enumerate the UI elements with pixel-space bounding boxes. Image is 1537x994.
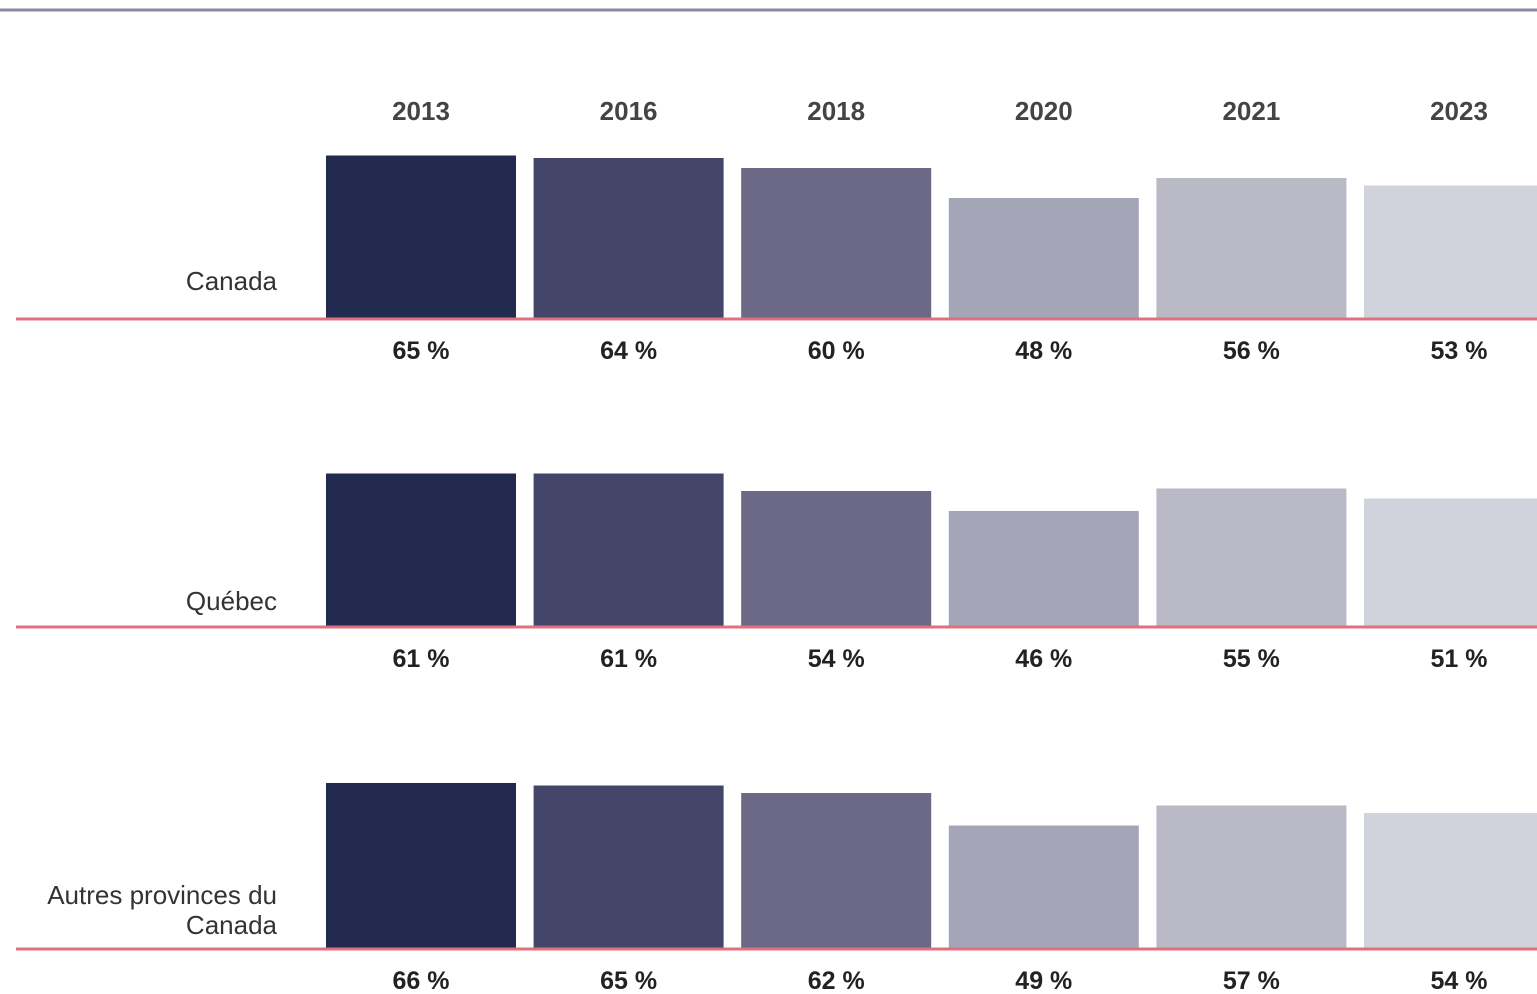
value-label: 51 % (1431, 645, 1488, 673)
bar (326, 155, 516, 318)
bar (741, 168, 932, 318)
value-label: 64 % (600, 337, 657, 365)
year-label: 2023 (1430, 96, 1488, 126)
bar (1364, 185, 1537, 318)
value-label: 53 % (1431, 337, 1488, 365)
bar (326, 473, 516, 626)
bar (533, 473, 724, 626)
value-label: 65 % (600, 967, 657, 994)
value-label: 54 % (1431, 967, 1488, 994)
value-label: 57 % (1223, 967, 1280, 994)
value-label: 60 % (808, 337, 865, 365)
bar (1156, 488, 1347, 626)
region-label: Autres provinces du Canada (47, 880, 277, 940)
value-label: 49 % (1015, 967, 1072, 994)
value-label: 56 % (1223, 337, 1280, 365)
value-label: 61 % (393, 645, 450, 673)
bar (326, 783, 516, 948)
bar (533, 785, 724, 948)
value-label: 54 % (808, 645, 865, 673)
year-label: 2020 (1015, 96, 1073, 126)
bar (1364, 498, 1537, 626)
value-label: 46 % (1015, 645, 1072, 673)
value-label: 61 % (600, 645, 657, 673)
bar (741, 491, 932, 626)
year-label: 2021 (1222, 96, 1280, 126)
year-label: 2018 (807, 96, 865, 126)
value-label: 65 % (393, 337, 450, 365)
region-label: Québec (185, 586, 277, 616)
bar (1156, 178, 1347, 318)
bar (948, 198, 1139, 318)
bar (741, 793, 932, 948)
region-label: Canada (185, 266, 277, 296)
value-label: 55 % (1223, 645, 1280, 673)
value-label: 66 % (393, 967, 450, 994)
bar (948, 825, 1139, 948)
value-label: 62 % (808, 967, 865, 994)
bar (948, 511, 1139, 626)
year-label: 2016 (600, 96, 658, 126)
value-label: 48 % (1015, 337, 1072, 365)
bar (533, 158, 724, 318)
year-label: 2013 (392, 96, 450, 126)
bar (1364, 813, 1537, 948)
bar (1156, 805, 1347, 948)
